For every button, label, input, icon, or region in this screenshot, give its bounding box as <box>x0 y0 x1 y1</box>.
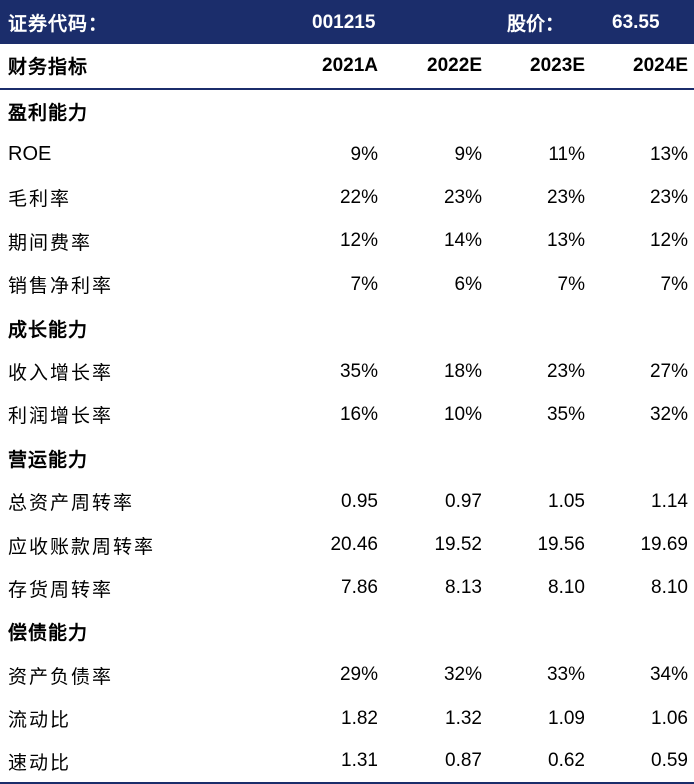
row-label: 毛利率 <box>8 188 72 211</box>
row-value: 6% <box>454 273 482 295</box>
row-value: 23% <box>443 186 482 208</box>
row-value: 9% <box>350 143 378 165</box>
row-value: 23% <box>649 186 688 208</box>
row-value: 1.06 <box>651 707 688 729</box>
table-row: 期间费率 12% 14% 13% 12% <box>0 220 694 263</box>
row-value: 8.13 <box>445 577 482 599</box>
stock-code: 001215 <box>312 11 376 33</box>
row-value: 12% <box>339 230 378 252</box>
row-value: 1.32 <box>445 707 482 729</box>
table-row: 销售净利率 7% 6% 7% 7% <box>0 263 694 306</box>
table-row: 收入增长率 35% 18% 23% 27% <box>0 350 694 393</box>
row-value: 8.10 <box>651 577 688 599</box>
row-value: 7.86 <box>341 577 378 599</box>
row-value: 16% <box>339 403 378 425</box>
table-row: 流动比 1.82 1.32 1.09 1.06 <box>0 697 694 740</box>
column-header-year: 2024E <box>633 54 688 76</box>
row-value: 0.87 <box>445 750 482 772</box>
section-row: 营运能力 <box>0 437 694 480</box>
row-value: 34% <box>649 664 688 686</box>
section-label: 盈利能力 <box>8 101 89 124</box>
table-row: 总资产周转率 0.95 0.97 1.05 1.14 <box>0 480 694 523</box>
row-label: 流动比 <box>8 709 72 732</box>
row-value: 11% <box>548 143 585 165</box>
column-header-year: 2022E <box>427 54 482 76</box>
column-header-year: 2023E <box>530 54 585 76</box>
row-value: 19.52 <box>434 534 482 556</box>
row-value: 35% <box>546 403 585 425</box>
table-row: 存货周转率 7.86 8.13 8.10 8.10 <box>0 567 694 610</box>
section-row: 偿债能力 <box>0 610 694 653</box>
row-value: 27% <box>649 360 688 382</box>
row-value: 0.59 <box>651 750 688 772</box>
stock-header-bar: 证券代码： 001215 股价： 63.55 <box>0 0 694 44</box>
row-value: 23% <box>546 186 585 208</box>
row-value: 9% <box>454 143 482 165</box>
table-row: 利润增长率 16% 10% 35% 32% <box>0 393 694 436</box>
section-label: 营运能力 <box>8 448 89 471</box>
row-value: 14% <box>443 230 482 252</box>
row-label: 资产负债率 <box>8 665 114 688</box>
table-body: 盈利能力 ROE 9% 9% 11% 13% 毛利率 22% 23% 23% 23% 期间费率 12% 1… <box>0 90 694 784</box>
row-value: 19.56 <box>537 534 585 556</box>
table-row: 毛利率 22% 23% 23% 23% <box>0 176 694 219</box>
row-value: 1.09 <box>548 707 585 729</box>
row-value: 32% <box>443 664 482 686</box>
row-label: 存货周转率 <box>8 578 114 601</box>
section-row: 成长能力 <box>0 306 694 349</box>
row-value: 7% <box>350 273 378 295</box>
row-label: 总资产周转率 <box>8 492 135 515</box>
row-value: 19.69 <box>640 534 688 556</box>
row-label: 应收账款周转率 <box>8 535 156 558</box>
row-value: 33% <box>546 664 585 686</box>
row-value: 23% <box>546 360 585 382</box>
column-header-year: 2021A <box>322 54 378 76</box>
row-label: 期间费率 <box>8 231 93 254</box>
table-row: 应收账款周转率 20.46 19.52 19.56 19.69 <box>0 523 694 566</box>
row-label: 收入增长率 <box>8 362 114 385</box>
column-header-row: 财务指标 2021A 2022E 2023E 2024E <box>0 44 694 90</box>
row-value: 0.62 <box>548 750 585 772</box>
row-value: 12% <box>649 230 688 252</box>
row-value: 1.14 <box>651 490 688 512</box>
row-value: 22% <box>339 186 378 208</box>
row-label: 利润增长率 <box>8 405 114 428</box>
row-label: ROE <box>8 143 52 166</box>
row-value: 0.95 <box>341 490 378 512</box>
stock-price: 63.55 <box>612 11 660 33</box>
section-label: 偿债能力 <box>8 622 89 645</box>
row-value: 13% <box>649 143 688 165</box>
row-value: 7% <box>660 273 688 295</box>
row-value: 18% <box>443 360 482 382</box>
row-value: 1.82 <box>341 707 378 729</box>
row-value: 7% <box>557 273 585 295</box>
row-value: 10% <box>443 403 482 425</box>
row-label: 速动比 <box>8 751 72 774</box>
row-value: 1.05 <box>548 490 585 512</box>
column-header-label: 财务指标 <box>8 56 89 78</box>
section-row: 盈利能力 <box>0 90 694 133</box>
row-value: 29% <box>339 664 378 686</box>
row-value: 32% <box>649 403 688 425</box>
table-row: 速动比 1.31 0.87 0.62 0.59 <box>0 740 694 784</box>
row-label: 销售净利率 <box>8 275 114 298</box>
stock-price-label: 股价： <box>507 13 565 36</box>
stock-code-label: 证券代码： <box>8 13 109 36</box>
row-value: 13% <box>546 230 585 252</box>
table-row: 资产负债率 29% 32% 33% 34% <box>0 654 694 697</box>
row-value: 0.97 <box>445 490 482 512</box>
table-row: ROE 9% 9% 11% 13% <box>0 133 694 176</box>
section-label: 成长能力 <box>8 318 89 341</box>
row-value: 35% <box>339 360 378 382</box>
row-value: 8.10 <box>548 577 585 599</box>
row-value: 20.46 <box>330 534 378 556</box>
row-value: 1.31 <box>341 750 378 772</box>
